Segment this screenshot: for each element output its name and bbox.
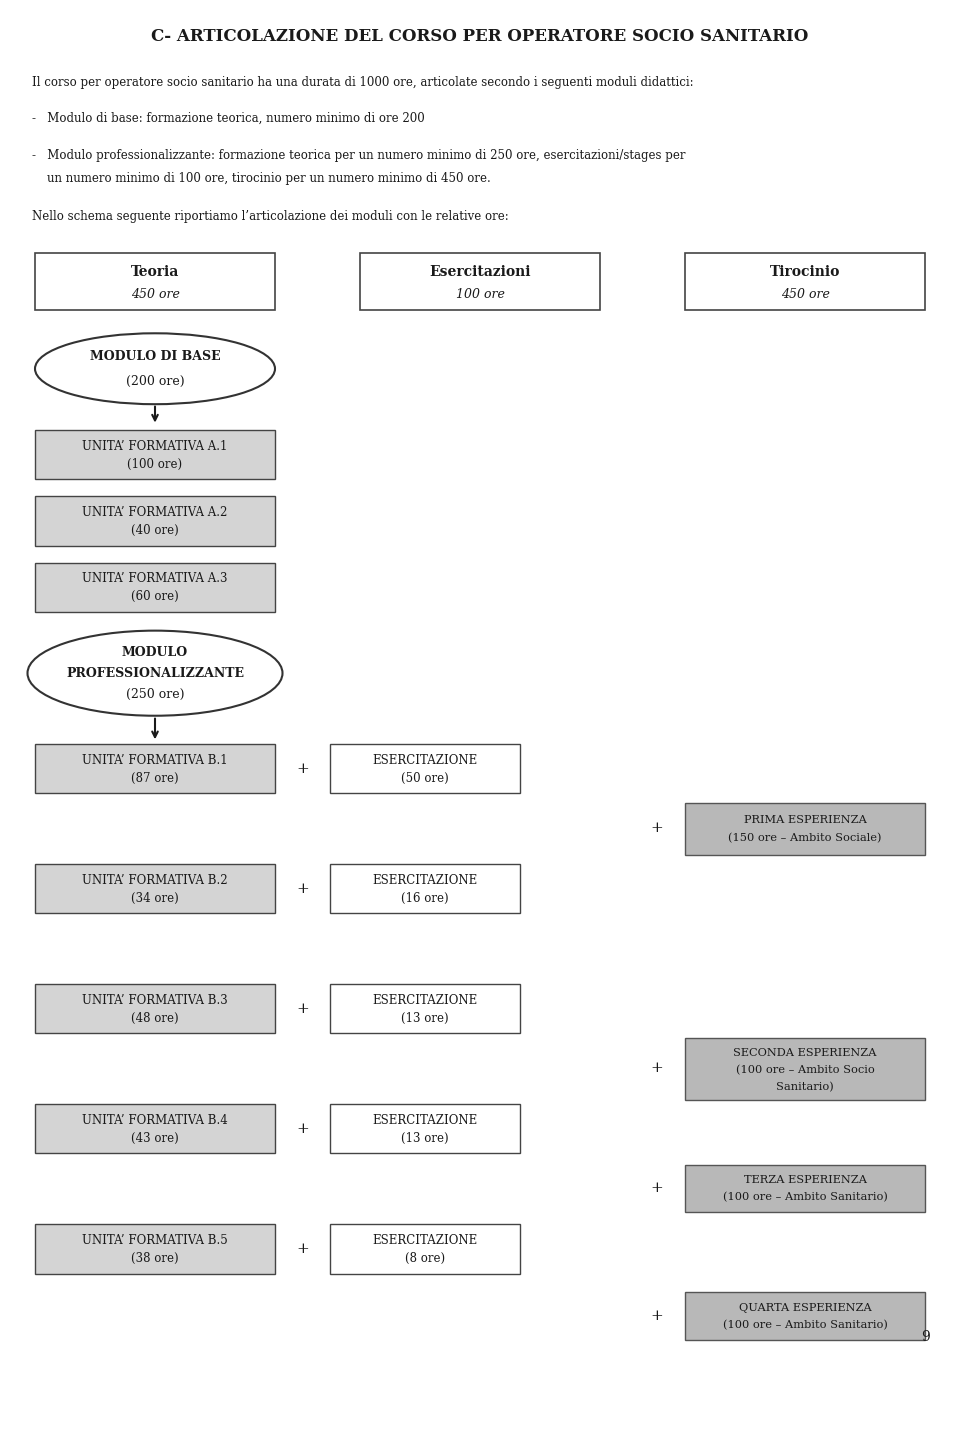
Text: Sanitario): Sanitario) xyxy=(776,1082,834,1093)
Text: UNITA’ FORMATIVA A.1: UNITA’ FORMATIVA A.1 xyxy=(83,440,228,453)
Text: (100 ore – Ambito Socio: (100 ore – Ambito Socio xyxy=(735,1066,875,1076)
Text: PROFESSIONALIZZANTE: PROFESSIONALIZZANTE xyxy=(66,666,244,679)
Text: (40 ore): (40 ore) xyxy=(132,523,179,536)
Text: (100 ore – Ambito Sanitario): (100 ore – Ambito Sanitario) xyxy=(723,1319,887,1330)
Text: TOTALE ORE: TOTALE ORE xyxy=(424,1422,536,1436)
Ellipse shape xyxy=(28,630,282,715)
Ellipse shape xyxy=(35,333,275,404)
Text: QUARTA ESPERIENZA: QUARTA ESPERIENZA xyxy=(738,1302,872,1312)
FancyBboxPatch shape xyxy=(330,864,520,913)
Text: (250 ore): (250 ore) xyxy=(126,688,184,701)
Text: (48 ore): (48 ore) xyxy=(132,1012,179,1025)
Text: (100 ore – Ambito Sanitario): (100 ore – Ambito Sanitario) xyxy=(723,1193,887,1203)
Text: ESERCITAZIONE: ESERCITAZIONE xyxy=(372,754,478,767)
Text: Esercitazioni: Esercitazioni xyxy=(429,265,531,280)
Text: MODULO: MODULO xyxy=(122,646,188,659)
Text: UNITA’ FORMATIVA B.2: UNITA’ FORMATIVA B.2 xyxy=(83,874,228,887)
Text: 450 ore: 450 ore xyxy=(780,287,829,300)
FancyBboxPatch shape xyxy=(35,744,275,793)
FancyBboxPatch shape xyxy=(35,1105,275,1154)
FancyBboxPatch shape xyxy=(685,254,925,310)
Text: UNITA’ FORMATIVA B.1: UNITA’ FORMATIVA B.1 xyxy=(83,754,228,767)
Text: MODULO DI BASE: MODULO DI BASE xyxy=(89,350,220,363)
Text: ESERCITAZIONE: ESERCITAZIONE xyxy=(372,874,478,887)
FancyBboxPatch shape xyxy=(35,985,275,1034)
Text: ESERCITAZIONE: ESERCITAZIONE xyxy=(372,994,478,1007)
Text: (43 ore): (43 ore) xyxy=(132,1132,179,1145)
Text: UNITA’ FORMATIVA B.3: UNITA’ FORMATIVA B.3 xyxy=(83,994,228,1007)
FancyBboxPatch shape xyxy=(685,803,925,855)
Text: 100 ore: 100 ore xyxy=(456,287,504,300)
Text: Il corso per operatore socio sanitario ha una durata di 1000 ore, articolate sec: Il corso per operatore socio sanitario h… xyxy=(32,75,694,88)
Text: UNITA’ FORMATIVA B.4: UNITA’ FORMATIVA B.4 xyxy=(83,1113,228,1126)
Text: (100 ore): (100 ore) xyxy=(128,457,182,470)
FancyBboxPatch shape xyxy=(35,430,275,479)
Text: +: + xyxy=(297,1122,309,1136)
Text: TERZA ESPERIENZA: TERZA ESPERIENZA xyxy=(743,1175,867,1185)
Text: (16 ore): (16 ore) xyxy=(401,891,449,904)
Text: +: + xyxy=(651,1061,663,1076)
Text: +: + xyxy=(651,822,663,835)
FancyBboxPatch shape xyxy=(35,1224,275,1273)
Text: Teoria: Teoria xyxy=(131,265,180,280)
Text: UNITA’ FORMATIVA B.5: UNITA’ FORMATIVA B.5 xyxy=(83,1234,228,1247)
Text: Tirocinio: Tirocinio xyxy=(770,265,840,280)
Text: (200 ore): (200 ore) xyxy=(126,375,184,388)
Text: +: + xyxy=(651,1309,663,1324)
FancyBboxPatch shape xyxy=(35,254,275,310)
FancyBboxPatch shape xyxy=(35,864,275,913)
FancyBboxPatch shape xyxy=(360,254,600,310)
FancyBboxPatch shape xyxy=(685,1165,925,1213)
Text: ESERCITAZIONE: ESERCITAZIONE xyxy=(372,1113,478,1126)
Text: (34 ore): (34 ore) xyxy=(132,891,179,904)
FancyBboxPatch shape xyxy=(330,1105,520,1154)
Text: +: + xyxy=(297,1002,309,1015)
Text: +: + xyxy=(297,881,309,895)
Text: SECONDA ESPERIENZA: SECONDA ESPERIENZA xyxy=(733,1048,876,1058)
Text: (38 ore): (38 ore) xyxy=(132,1252,179,1265)
Text: (13 ore): (13 ore) xyxy=(401,1012,449,1025)
Text: +: + xyxy=(651,1181,663,1195)
Text: 9: 9 xyxy=(922,1331,930,1344)
FancyBboxPatch shape xyxy=(360,1406,600,1442)
Text: (87 ore): (87 ore) xyxy=(132,771,179,784)
Text: +: + xyxy=(297,1242,309,1256)
FancyBboxPatch shape xyxy=(685,1038,925,1100)
FancyBboxPatch shape xyxy=(35,496,275,545)
Text: UNITA’ FORMATIVA A.2: UNITA’ FORMATIVA A.2 xyxy=(83,506,228,519)
Text: un numero minimo di 100 ore, tirocinio per un numero minimo di 450 ore.: un numero minimo di 100 ore, tirocinio p… xyxy=(32,172,491,185)
FancyBboxPatch shape xyxy=(330,985,520,1034)
Text: -   Modulo professionalizzante: formazione teorica per un numero minimo di 250 o: - Modulo professionalizzante: formazione… xyxy=(32,150,685,163)
Text: +: + xyxy=(297,761,309,776)
Text: (8 ore): (8 ore) xyxy=(405,1252,445,1265)
Text: UNITA’ FORMATIVA A.3: UNITA’ FORMATIVA A.3 xyxy=(83,572,228,585)
Text: (13 ore): (13 ore) xyxy=(401,1132,449,1145)
Text: -   Modulo di base: formazione teorica, numero minimo di ore 200: - Modulo di base: formazione teorica, nu… xyxy=(32,111,424,124)
Text: (50 ore): (50 ore) xyxy=(401,771,449,784)
Text: (60 ore): (60 ore) xyxy=(132,590,179,603)
FancyBboxPatch shape xyxy=(330,1224,520,1273)
Text: Nello schema seguente riportiamo l’articolazione dei moduli con le relative ore:: Nello schema seguente riportiamo l’artic… xyxy=(32,211,509,224)
Text: C- ARTICOLAZIONE DEL CORSO PER OPERATORE SOCIO SANITARIO: C- ARTICOLAZIONE DEL CORSO PER OPERATORE… xyxy=(152,29,808,45)
FancyBboxPatch shape xyxy=(330,744,520,793)
Text: 450 ore: 450 ore xyxy=(131,287,180,300)
Text: PRIMA ESPERIENZA: PRIMA ESPERIENZA xyxy=(744,815,867,825)
FancyBboxPatch shape xyxy=(35,562,275,611)
FancyBboxPatch shape xyxy=(685,1292,925,1340)
Text: ESERCITAZIONE: ESERCITAZIONE xyxy=(372,1234,478,1247)
Text: (150 ore – Ambito Sociale): (150 ore – Ambito Sociale) xyxy=(729,832,881,844)
